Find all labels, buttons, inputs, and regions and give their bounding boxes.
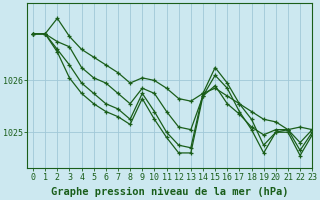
X-axis label: Graphe pression niveau de la mer (hPa): Graphe pression niveau de la mer (hPa) [51, 187, 288, 197]
